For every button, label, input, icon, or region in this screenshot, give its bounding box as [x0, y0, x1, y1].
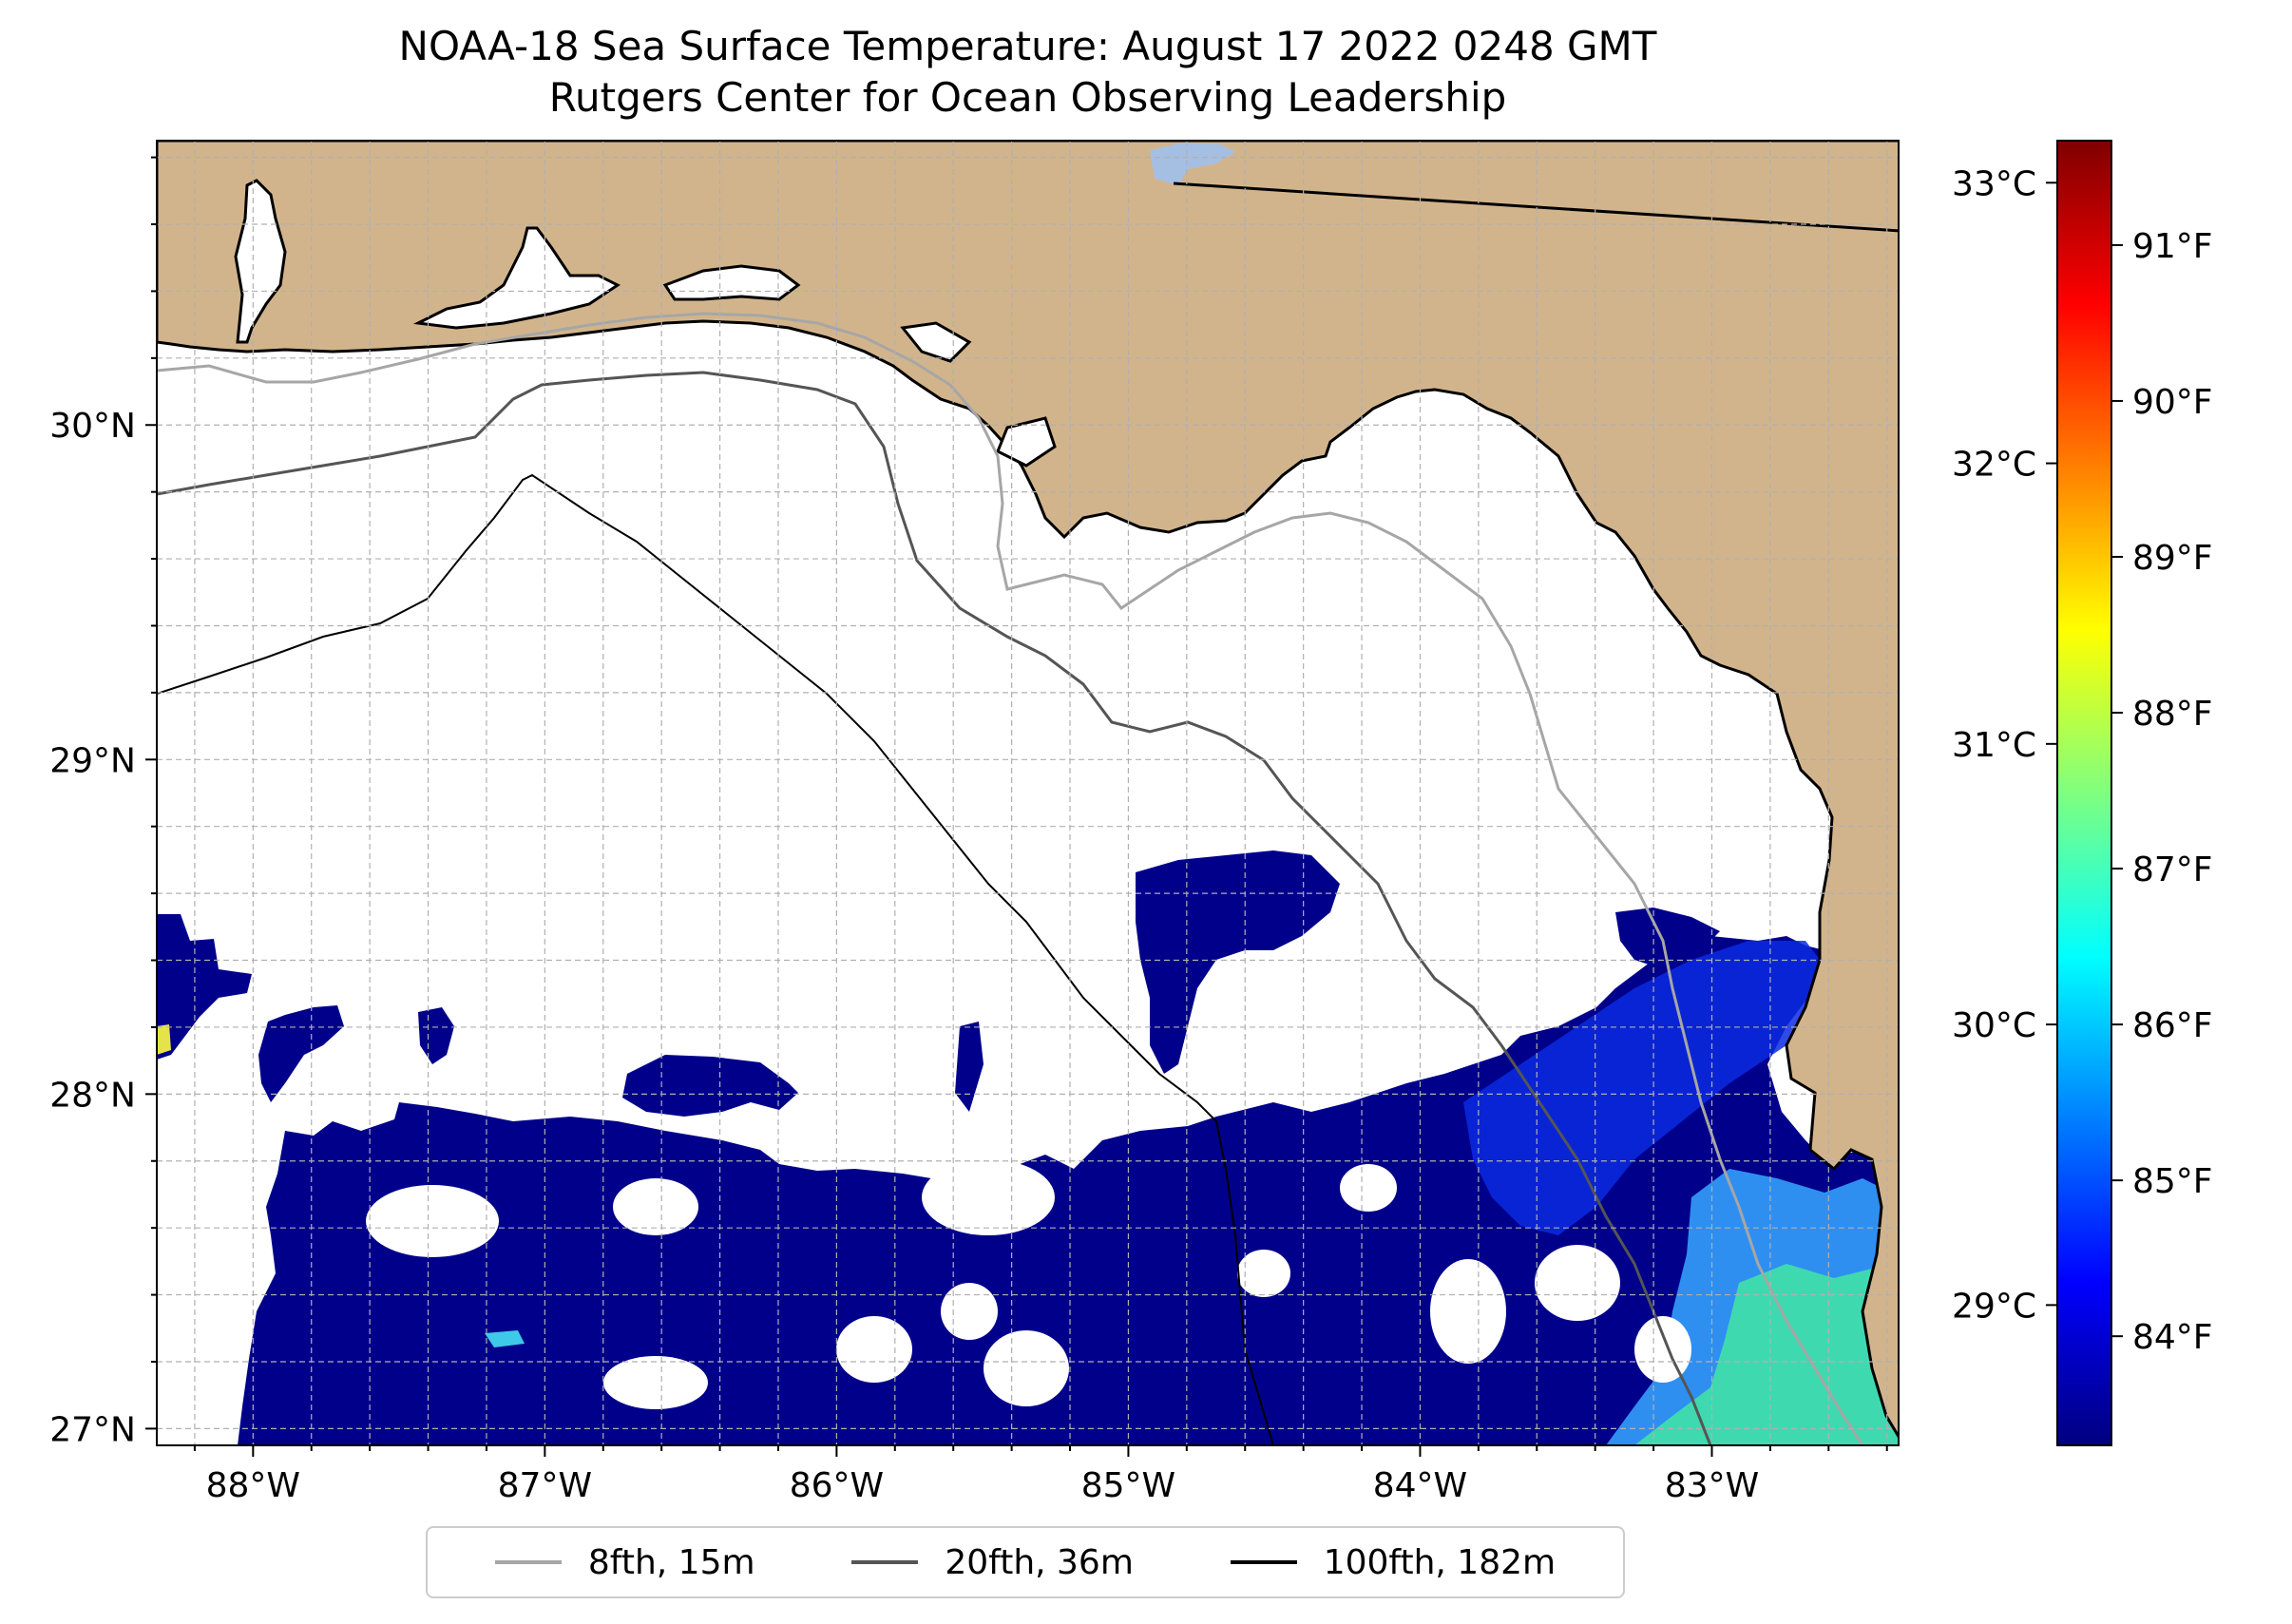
fahrenheit-tick-label: 84°F [2132, 1318, 2213, 1357]
legend-swatch-100fth [1230, 1560, 1297, 1564]
lake [1150, 143, 1235, 185]
fahrenheit-tick-label: 85°F [2132, 1162, 2213, 1201]
contour-legend: 8fth, 15m 20fth, 36m 100fth, 182m [426, 1526, 1625, 1598]
land-mass [157, 141, 1899, 1440]
lon-tick-label: 84°W [1373, 1466, 1467, 1505]
lon-tick-label: 85°W [1081, 1466, 1175, 1505]
contour-20fth [157, 371, 1712, 1445]
bays [234, 179, 1057, 468]
gridlines [157, 141, 1899, 1445]
sst-patch-east-north [1615, 908, 1720, 969]
figure-subtitle: Rutgers Center for Ocean Observing Leade… [548, 74, 1507, 121]
fahrenheit-tick-label: 90°F [2132, 383, 2213, 422]
fahrenheit-tick-label: 86°F [2132, 1006, 2213, 1045]
legend-label-100fth: 100fth, 182m [1323, 1542, 1557, 1582]
contour-100fth [157, 473, 1274, 1445]
celsius-tick-label: 31°C [1952, 726, 2036, 765]
fahrenheit-tick-label: 91°F [2132, 227, 2213, 266]
celsius-tick-label: 32°C [1952, 446, 2036, 485]
lon-tick-label: 88°W [206, 1466, 300, 1505]
sst-patch-east-band [1463, 941, 1820, 1235]
lon-tick-label: 83°W [1665, 1466, 1759, 1505]
celsius-tick-label: 29°C [1952, 1287, 2036, 1326]
fahrenheit-tick-label: 88°F [2132, 695, 2213, 734]
contour-8fth [157, 312, 1864, 1445]
figure-title: NOAA-18 Sea Surface Temperature: August … [398, 23, 1657, 69]
sst-patch-west-small-2 [418, 1007, 454, 1064]
fahrenheit-tick-label: 87°F [2132, 850, 2213, 889]
colorbar-ramp [2056, 140, 2112, 1446]
legend-item-100fth: 100fth, 182m [1230, 1542, 1557, 1582]
legend-swatch-20fth [851, 1560, 919, 1564]
cloud-holes [366, 1159, 1691, 1409]
legend-label-8fth: 8fth, 15m [587, 1542, 755, 1582]
sst-patch-bright-west [157, 1024, 171, 1055]
fahrenheit-tick-label: 89°F [2132, 539, 2213, 578]
legend-item-20fth: 20fth, 36m [851, 1543, 1134, 1582]
sst-patch-mid-west [622, 1055, 798, 1117]
map-frame [156, 140, 1900, 1446]
lat-tick-label: 30°N [49, 407, 136, 446]
lat-tick-label: 28°N [49, 1076, 136, 1115]
sst-patch-mid-small [955, 1022, 984, 1112]
colorbar: 29°C 30°C 31°C 32°C 33°C 84°F 85°F 86°F 87°F 88°F… [1952, 140, 2213, 1446]
sst-patch-bright-south [485, 1330, 525, 1347]
sst-patch-west-edge [157, 914, 252, 1060]
axis-ticks: 88°W 87°W 86°W 85°W 84°W 83°W 27°N 28°N 29°N 30°N [49, 156, 1888, 1505]
legend-label-20fth: 20fth, 36m [945, 1542, 1134, 1582]
sst-patch-west-small-1 [258, 1005, 344, 1102]
lat-tick-label: 27°N [49, 1410, 136, 1449]
colorbar-ticks: 29°C 30°C 31°C 32°C 33°C 84°F 85°F 86°F 87°F 88°F… [1952, 164, 2212, 1357]
legend-swatch-8fth [494, 1560, 562, 1564]
lat-tick-label: 29°N [49, 741, 136, 780]
celsius-tick-label: 33°C [1952, 164, 2036, 203]
celsius-tick-label: 30°C [1952, 1006, 2036, 1045]
lon-tick-label: 86°W [790, 1466, 884, 1505]
lon-tick-label: 87°W [498, 1466, 592, 1505]
legend-item-8fth: 8fth, 15m [494, 1542, 755, 1582]
